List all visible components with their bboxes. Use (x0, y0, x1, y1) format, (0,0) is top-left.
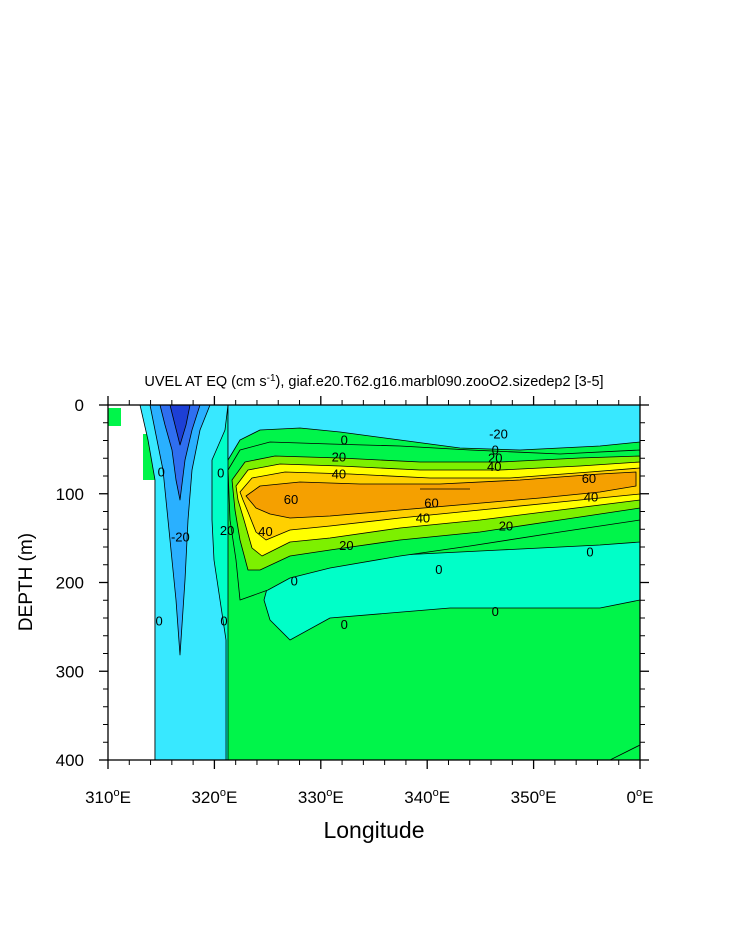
contour-label-14: 20 (220, 523, 234, 538)
axes: 310oE 320oE 330oE 340oE 350oE 0oE010020030040… (56, 396, 654, 807)
y-tick-label-0: 0 (75, 396, 84, 415)
contour-label-21: 0 (291, 574, 298, 589)
contour-label-11: 40 (416, 511, 430, 526)
y-tick-label-2: 200 (56, 574, 84, 593)
contour-label-3: 20 (332, 449, 346, 464)
x-tick-label-1: 320oE (191, 787, 237, 807)
fill-0-20-band (227, 405, 640, 641)
x-tick-label-3: 340oE (404, 787, 450, 807)
x-tick-label-5: 0oE (627, 787, 654, 807)
y-tick-label-3: 300 (56, 662, 84, 681)
y-tick-label-1: 100 (56, 485, 84, 504)
fill-west-trough-40 (159, 405, 201, 501)
contour-label-22: 0 (155, 614, 162, 629)
contour-line-east (609, 744, 640, 760)
contour-label-2: 0 (492, 442, 499, 457)
x-axis-label: Longitude (323, 817, 424, 843)
contour-label-17: 0 (435, 562, 442, 577)
contour-label-12: 20 (499, 519, 513, 534)
y-tick-label-4: 400 (56, 751, 84, 770)
contour-label-10: 40 (584, 489, 598, 504)
contour-label-20: -20 (171, 529, 190, 544)
x-tick-label-4: 350oE (511, 787, 557, 807)
fill-west-trough-20 (149, 405, 211, 656)
contour-label-1: 0 (341, 433, 348, 448)
land-mask (108, 405, 155, 760)
contour-fills (108, 405, 640, 760)
fill-neg-surface (227, 405, 640, 461)
contour-label-4: 20 (488, 450, 502, 465)
contour-lines (420, 488, 640, 760)
fill-uc-core (245, 471, 637, 519)
contour-label-8: 60 (284, 492, 298, 507)
x-tick-label-0: 310oE (85, 787, 131, 807)
contour-label-6: 40 (487, 459, 501, 474)
contour-label-7: 60 (582, 471, 596, 486)
chart-title: UVEL AT EQ (cm s-1), giaf.e20.T62.g16.ma… (144, 373, 603, 390)
fill-coast-strip-top (108, 408, 121, 426)
contour-label-18: 0 (158, 465, 165, 480)
contour-label-0: -20 (489, 426, 508, 441)
contour-label-25: 0 (492, 604, 499, 619)
y-axis-label: DEPTH (m) (16, 533, 37, 631)
contour-label-16: 0 (586, 544, 593, 559)
fill-west-trough-60 (169, 405, 191, 446)
contour-label-9: 60 (424, 496, 438, 511)
contour-label-15: 20 (339, 538, 353, 553)
contour-label-13: 40 (258, 524, 272, 539)
contour-label-19: 0 (217, 465, 224, 480)
contour-label-23: 0 (220, 614, 227, 629)
contour-label-5: 40 (332, 466, 346, 481)
x-tick-label-2: 330oE (298, 787, 344, 807)
contour-label-24: 0 (341, 617, 348, 632)
